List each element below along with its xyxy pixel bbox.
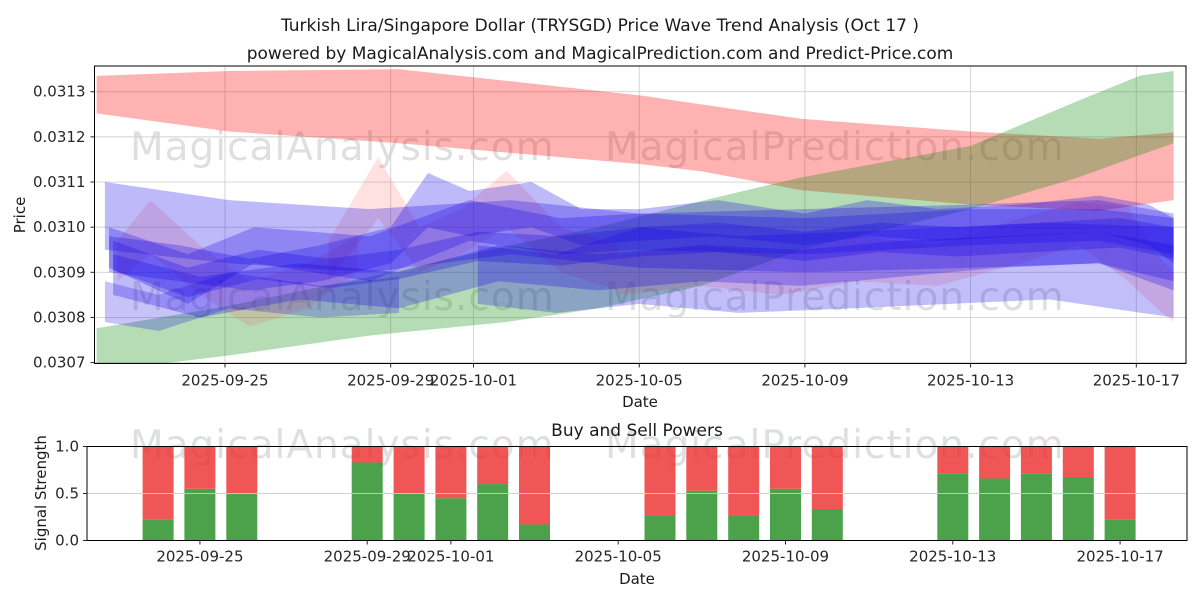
sell-pressure-band-red bbox=[96, 69, 1174, 211]
sell-bar-segment bbox=[937, 446, 969, 474]
x-tick-label: 2025-09-25 bbox=[181, 372, 268, 390]
buy-bar-segment bbox=[1104, 519, 1136, 541]
buy-bar-segment bbox=[811, 509, 843, 541]
wave-band-2 bbox=[109, 200, 1174, 304]
x-tick-label: 2025-10-13 bbox=[909, 548, 996, 566]
x-tick-label: 2025-10-05 bbox=[596, 372, 683, 390]
sell-bar-segment bbox=[184, 446, 216, 489]
sell-bar-segment bbox=[728, 446, 760, 516]
buy-bar-segment bbox=[728, 515, 760, 541]
figure-title-line1: Turkish Lira/Singapore Dollar (TRYSGD) P… bbox=[280, 16, 920, 36]
sell-bar-segment bbox=[1062, 446, 1094, 478]
buy-bar-segment bbox=[477, 484, 509, 541]
buy-bar-segment bbox=[1020, 473, 1052, 541]
y-tick-label: 0.0311 bbox=[33, 173, 86, 191]
sell-bar-segment bbox=[477, 446, 509, 485]
y-tick-label: 0.0310 bbox=[33, 218, 86, 236]
x-tick-label: 2025-09-29 bbox=[324, 548, 411, 566]
watermark-prediction-row2: MagicalPrediction.com bbox=[605, 275, 1065, 320]
buy-bar-segment bbox=[435, 498, 467, 541]
y-tick-label: 0.0 bbox=[55, 532, 79, 550]
date-axis-label-bottom: Date bbox=[619, 570, 655, 588]
watermark-analysis-row1: MagicalAnalysis.com bbox=[130, 125, 555, 170]
sell-bar-segment bbox=[351, 446, 383, 463]
y-tick-label: 0.0308 bbox=[33, 308, 86, 326]
sell-bar-segment bbox=[979, 446, 1011, 479]
buy-bar-segment bbox=[184, 488, 216, 541]
wave-band-6 bbox=[477, 222, 1174, 318]
wave-band-7 bbox=[104, 272, 400, 331]
watermark-prediction-row1: MagicalPrediction.com bbox=[605, 125, 1065, 170]
x-tick-label: 2025-10-17 bbox=[1076, 548, 1163, 566]
x-tick-label: 2025-10-09 bbox=[742, 548, 829, 566]
bar-chart-title: Buy and Sell Powers bbox=[551, 421, 723, 441]
sell-bar-segment bbox=[770, 446, 801, 489]
buy-bar-segment bbox=[226, 493, 258, 541]
y-tick-label: 1.0 bbox=[55, 438, 79, 456]
date-axis-label-top: Date bbox=[622, 393, 658, 411]
buy-bar-segment bbox=[937, 473, 969, 541]
figure-title-line2: powered by MagicalAnalysis.com and Magic… bbox=[246, 44, 954, 64]
x-tick-label: 2025-10-13 bbox=[927, 372, 1014, 390]
x-tick-label: 2025-09-29 bbox=[347, 372, 434, 390]
sell-bar-segment bbox=[644, 446, 676, 516]
watermark-analysis-row2: MagicalAnalysis.com bbox=[130, 275, 555, 320]
y-tick-label: 0.0313 bbox=[33, 83, 86, 101]
pink-overlay-right bbox=[618, 202, 1174, 322]
buy-bar-segment bbox=[644, 515, 676, 541]
buy-pressure-band-green bbox=[96, 71, 1174, 364]
buy-bar-segment bbox=[1062, 477, 1094, 541]
x-tick-label: 2025-10-09 bbox=[761, 372, 848, 390]
sell-bar-segment bbox=[811, 446, 843, 510]
pink-overlay-peaks bbox=[328, 157, 619, 291]
pink-overlay-left bbox=[117, 200, 358, 327]
buy-bar-segment bbox=[142, 519, 174, 541]
wave-band-1 bbox=[104, 182, 1174, 282]
trend-bands bbox=[96, 69, 1174, 364]
price-axis-label: Price bbox=[11, 196, 29, 234]
y-tick-label: 0.0307 bbox=[33, 354, 86, 372]
buy-bar-segment bbox=[351, 462, 383, 541]
y-tick-label: 0.5 bbox=[55, 485, 79, 503]
buy-bar-segment bbox=[770, 488, 801, 541]
sell-bar-segment bbox=[519, 446, 550, 525]
sell-bar-segment bbox=[1020, 446, 1052, 474]
x-tick-label: 2025-10-05 bbox=[575, 548, 662, 566]
buy-bar-segment bbox=[979, 478, 1011, 541]
x-tick-label: 2025-10-01 bbox=[407, 548, 494, 566]
sell-bar-segment bbox=[686, 446, 718, 491]
x-tick-label: 2025-10-17 bbox=[1093, 372, 1180, 390]
sell-bar-segment bbox=[393, 446, 425, 494]
signal-strength-axis-label: Signal Strength bbox=[32, 435, 50, 551]
y-tick-label: 0.0309 bbox=[33, 263, 86, 281]
sell-bar-segment bbox=[142, 446, 174, 520]
price-axes-frame bbox=[94, 65, 1187, 364]
buy-bar-segment bbox=[393, 493, 425, 541]
wave-band-3 bbox=[113, 231, 1174, 318]
x-tick-label: 2025-10-01 bbox=[430, 372, 517, 390]
x-tick-label: 2025-09-25 bbox=[156, 548, 243, 566]
sell-bar-segment bbox=[435, 446, 467, 499]
buy-bar-segment bbox=[519, 524, 550, 541]
sell-bar-segment bbox=[226, 446, 258, 494]
wave-band-4 bbox=[109, 173, 1174, 291]
buy-bar-segment bbox=[686, 490, 718, 541]
wave-band-5 bbox=[113, 218, 1174, 298]
sell-bar-segment bbox=[1104, 446, 1136, 520]
y-tick-label: 0.0312 bbox=[33, 128, 86, 146]
